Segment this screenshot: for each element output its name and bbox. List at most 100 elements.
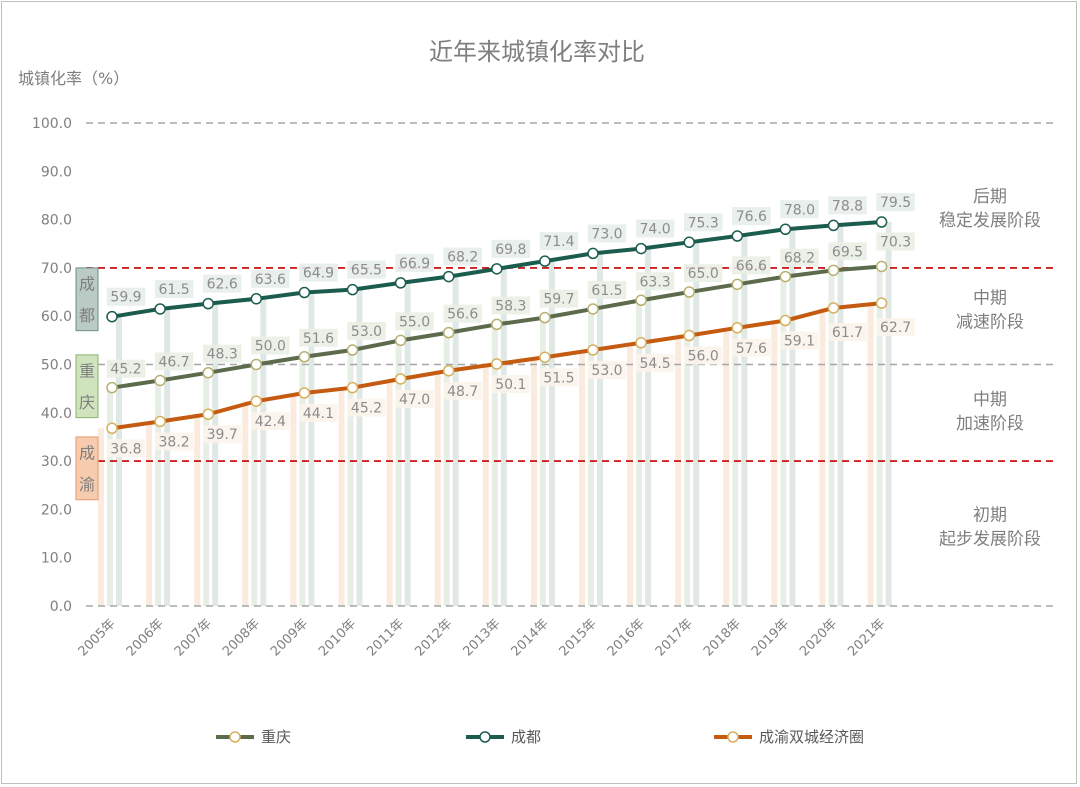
- data-label-bg: [203, 274, 242, 293]
- background-bar: [290, 392, 297, 606]
- data-point: [346, 344, 359, 356]
- background-bar: [579, 350, 585, 606]
- background-bar: [819, 307, 826, 606]
- data-label-bg: [106, 359, 146, 378]
- background-bar: [260, 298, 267, 606]
- background-bar: [395, 340, 402, 606]
- side-marker-char: 庆: [79, 393, 95, 412]
- data-point: [250, 395, 263, 407]
- x-tick-label: 2014年: [509, 616, 552, 659]
- side-marker-char: 重: [79, 362, 95, 381]
- data-label-bg: [684, 213, 723, 232]
- data-point: [539, 311, 551, 324]
- data-point: [827, 264, 840, 277]
- stage-label-line1: 中期: [973, 288, 1007, 308]
- data-point: [635, 294, 647, 307]
- data-label: 59.7: [543, 292, 574, 308]
- data-point: [106, 310, 118, 323]
- x-tick-label: 2015年: [557, 616, 600, 659]
- data-point: [539, 351, 551, 364]
- data-label-bg: [491, 239, 530, 258]
- data-point: [298, 387, 311, 399]
- data-point: [250, 293, 263, 305]
- data-label-bg: [587, 224, 627, 243]
- data-label-bg: [347, 398, 386, 417]
- background-bar: [356, 289, 363, 606]
- data-point: [779, 314, 792, 327]
- legend-marker: [229, 731, 241, 743]
- data-label-bg: [780, 248, 819, 267]
- background-bar: [251, 364, 258, 606]
- background-bar: [107, 387, 113, 606]
- x-tick-label: 2007年: [172, 616, 215, 659]
- x-tick-label: 2020年: [797, 616, 840, 659]
- data-point: [202, 297, 214, 310]
- background-bar: [885, 222, 892, 606]
- data-point: [202, 408, 214, 420]
- data-point: [827, 219, 840, 232]
- data-point: [106, 422, 118, 435]
- data-label-bg: [828, 196, 867, 215]
- data-label: 78.8: [832, 198, 863, 214]
- data-label-bg: [251, 412, 290, 431]
- background-bar: [876, 266, 883, 606]
- background-bar: [338, 387, 345, 606]
- data-point: [394, 334, 407, 347]
- background-bar: [741, 236, 748, 606]
- data-label: 71.4: [543, 234, 574, 250]
- y-tick-label: 70.0: [41, 261, 72, 277]
- background-bar: [597, 253, 603, 606]
- background-bar: [242, 401, 249, 606]
- side-marker-box: [75, 436, 99, 501]
- background-bar: [434, 370, 441, 606]
- legend-marker: [727, 731, 739, 743]
- data-point: [683, 329, 695, 342]
- background-bar: [299, 356, 306, 606]
- data-point: [491, 358, 503, 370]
- data-point: [346, 283, 359, 296]
- data-point: [394, 277, 407, 289]
- data-label-bg: [587, 280, 627, 299]
- y-tick-label: 30.0: [41, 454, 72, 470]
- background-bar: [194, 414, 201, 606]
- legend-marker: [479, 731, 491, 743]
- data-label-bg: [347, 322, 386, 341]
- side-marker-box: [75, 354, 99, 419]
- data-label: 69.8: [495, 242, 526, 258]
- data-label: 74.0: [640, 222, 671, 238]
- x-tick-label: 2011年: [364, 616, 407, 659]
- data-point: [106, 381, 118, 394]
- background-bar: [500, 268, 507, 606]
- data-point: [635, 337, 647, 349]
- data-label-bg: [395, 253, 434, 272]
- x-tick-label: 2021年: [845, 616, 888, 659]
- data-label-bg: [684, 264, 723, 283]
- data-point: [587, 303, 599, 315]
- data-label-bg: [106, 287, 146, 306]
- data-label-bg: [684, 346, 723, 365]
- data-label: 54.5: [640, 356, 671, 372]
- background-bar: [482, 364, 489, 606]
- data-label: 78.0: [784, 202, 815, 218]
- data-label: 75.3: [688, 215, 719, 231]
- chart-title: 近年来城镇化率对比: [429, 38, 645, 66]
- data-label: 51.6: [303, 331, 334, 347]
- data-point: [683, 236, 695, 249]
- legend-label: 成渝双城经济圈: [759, 728, 864, 746]
- y-tick-label: 0.0: [50, 599, 72, 615]
- stage-label-line1: 初期: [973, 506, 1007, 526]
- data-label: 47.0: [399, 392, 430, 408]
- data-label-bg: [251, 269, 290, 288]
- background-bar: [627, 342, 634, 606]
- background-bar: [636, 300, 643, 606]
- data-label: 66.9: [399, 256, 430, 272]
- data-label: 56.0: [688, 349, 719, 365]
- data-point: [731, 230, 744, 242]
- x-tick-label: 2008年: [220, 616, 263, 659]
- data-label: 48.7: [447, 384, 478, 400]
- background-bar: [491, 324, 498, 606]
- data-label: 61.5: [159, 282, 190, 298]
- data-label: 63.6: [255, 272, 286, 288]
- data-label-bg: [539, 289, 579, 308]
- data-point: [298, 286, 311, 299]
